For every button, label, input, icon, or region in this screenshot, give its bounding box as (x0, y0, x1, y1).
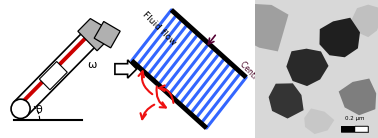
Circle shape (11, 99, 30, 119)
Polygon shape (339, 79, 376, 115)
Polygon shape (269, 83, 304, 119)
Polygon shape (319, 18, 360, 57)
Polygon shape (304, 108, 334, 134)
FancyArrow shape (115, 60, 137, 78)
Text: Fluid flow: Fluid flow (141, 10, 178, 47)
Polygon shape (94, 22, 120, 48)
Polygon shape (39, 62, 67, 90)
Polygon shape (241, 4, 288, 51)
Text: ω: ω (88, 60, 97, 70)
Text: 0.2 μm: 0.2 μm (345, 116, 364, 121)
Polygon shape (287, 49, 328, 86)
Bar (355, 126, 368, 132)
Polygon shape (14, 28, 101, 116)
Polygon shape (78, 19, 110, 51)
Bar (341, 126, 368, 132)
Text: Centrifugal force: Centrifugal force (238, 60, 288, 114)
Bar (341, 126, 355, 132)
Polygon shape (351, 5, 378, 37)
Bar (341, 126, 368, 132)
Text: θ: θ (35, 105, 42, 115)
